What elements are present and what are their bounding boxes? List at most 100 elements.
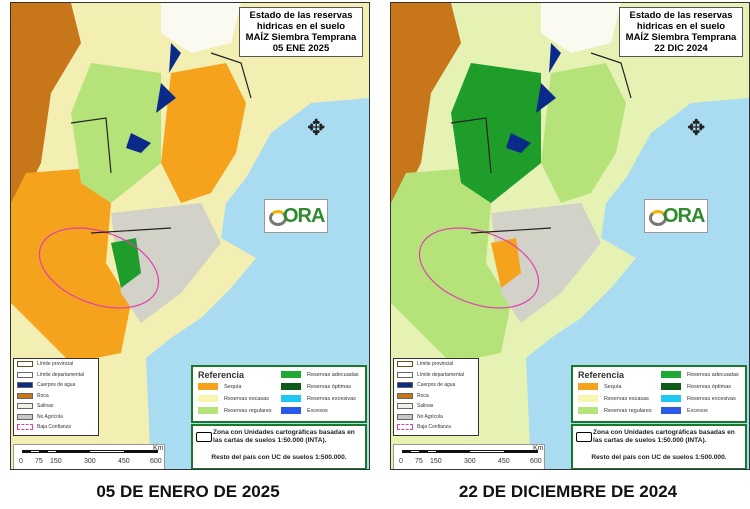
scale-tick: 75	[415, 458, 423, 465]
legend-swatch	[397, 382, 413, 389]
map-title: Estado de las reservas hidricas en el su…	[239, 7, 363, 57]
reference-swatch	[661, 371, 681, 378]
reference-legend: Referencia Sequía Reservas escasas Reser…	[191, 365, 367, 423]
east-zone	[541, 63, 626, 203]
legend-swatch	[397, 392, 413, 399]
west-zone	[11, 168, 131, 363]
legend-swatch	[397, 424, 413, 431]
legend-label: Baja Confianza	[417, 424, 451, 431]
scale-tick: 450	[118, 458, 130, 465]
legend-swatch	[17, 392, 33, 399]
reference-label: Reservas óptimas	[687, 383, 732, 390]
reference-item: Sequía	[198, 383, 241, 390]
legend-item: Límite provincial	[394, 359, 478, 370]
zone-note: Zona con Unidades cartográficas basadas …	[191, 424, 367, 469]
scale-tick: 300	[84, 458, 96, 465]
reference-item: Reservas excesivas	[281, 395, 356, 402]
map-canvas	[11, 3, 369, 469]
reference-item: Reservas excesivas	[661, 395, 736, 402]
legend-swatch	[17, 371, 33, 378]
ora-logo: ORA	[264, 199, 328, 233]
title-line: Estado de las reservas	[249, 10, 353, 21]
reference-swatch	[281, 371, 301, 378]
reference-swatch	[281, 407, 301, 414]
legend-label: Límite provincial	[417, 361, 454, 368]
reference-swatch	[198, 383, 218, 390]
legend-label: Límite departamental	[37, 371, 84, 378]
pampas-zone	[491, 203, 601, 323]
map-panel: Estado de las reservas hidricas en el su…	[10, 2, 370, 470]
reference-legend: Referencia Sequía Reservas escasas Reser…	[571, 365, 747, 423]
legend-item: No Agrícola	[14, 412, 98, 423]
reference-label: Sequía	[604, 383, 622, 390]
reference-swatch	[578, 383, 598, 390]
scale-tick: 150	[50, 458, 62, 465]
reference-label: Sequía	[224, 383, 242, 390]
legend-swatch	[397, 403, 413, 410]
reference-label: Reservas adecuadas	[687, 371, 739, 378]
legend-item: Cuerpos de agua	[14, 380, 98, 391]
reference-label: Reservas excesivas	[687, 395, 736, 402]
reference-swatch	[281, 383, 301, 390]
legend-label: Baja Confianza	[37, 424, 71, 431]
rock-region	[391, 3, 461, 213]
legend-item: Cuerpos de agua	[394, 380, 478, 391]
legend-label: Salinas	[37, 403, 54, 410]
scale-tick: 600	[530, 458, 542, 465]
reference-label: Reservas adecuadas	[307, 371, 359, 378]
water-body	[506, 133, 531, 153]
legend-label: No Agrícola	[37, 413, 63, 420]
scale-bar: Km 0 75 150 300 450 600	[13, 444, 165, 469]
zone-note: Zona con Unidades cartográficas basadas …	[571, 424, 747, 469]
reference-title: Referencia	[198, 370, 245, 380]
legend-item: Baja Confianza	[14, 422, 98, 433]
zone-rest-text: Resto del país con UC de suelos 1:500.00…	[591, 454, 727, 461]
reference-swatch	[198, 407, 218, 414]
reference-label: Reservas escasas	[604, 395, 649, 402]
legend-swatch	[397, 413, 413, 420]
low-confidence-outline	[418, 227, 540, 309]
reference-item: Excesos	[281, 407, 328, 414]
north-zone	[71, 63, 161, 203]
legend-swatch	[17, 361, 33, 368]
title-line: hidricas en el suelo	[256, 21, 346, 32]
west-zone	[391, 168, 511, 363]
reference-swatch	[661, 395, 681, 402]
water-body	[126, 133, 151, 153]
legend-label: No Agrícola	[417, 413, 443, 420]
reference-item: Reservas escasas	[578, 395, 649, 402]
reference-swatch	[281, 395, 301, 402]
map-panel: Estado de las reservas hidricas en el su…	[390, 2, 750, 470]
reference-label: Reservas regulares	[604, 407, 652, 414]
zone-text: Zona con Unidades cartográficas basadas …	[593, 429, 735, 444]
reference-item: Sequía	[578, 383, 621, 390]
legend-label: Salinas	[417, 403, 434, 410]
scale-bar-graphic	[402, 450, 538, 453]
legend-item: Baja Confianza	[394, 422, 478, 433]
legend-swatch	[17, 403, 33, 410]
legend-swatch	[397, 361, 413, 368]
ora-logo: ORA	[644, 199, 708, 233]
legend-item: Límite departamental	[394, 370, 478, 381]
scale-tick: 0	[399, 458, 403, 465]
legend-item: Salinas	[14, 401, 98, 412]
sun-icon	[649, 210, 667, 226]
reference-title: Referencia	[578, 370, 625, 380]
reference-swatch	[198, 395, 218, 402]
legend-item: Límite provincial	[14, 359, 98, 370]
salinas-region	[541, 3, 621, 53]
map-caption: 22 DE DICIEMBRE DE 2024	[458, 482, 678, 501]
map-caption: 05 DE ENERO DE 2025	[96, 482, 280, 501]
green-patch	[491, 238, 521, 288]
reference-item: Reservas escasas	[198, 395, 269, 402]
scale-tick: 300	[464, 458, 476, 465]
legend-swatch	[17, 413, 33, 420]
scale-tick: 0	[19, 458, 23, 465]
zone-rest-text: Resto del país con UC de suelos 1:500.00…	[211, 454, 347, 461]
reference-swatch	[661, 407, 681, 414]
scale-tick: 600	[150, 458, 162, 465]
scale-tick: 75	[35, 458, 43, 465]
map-date: 22 DIC 2024	[654, 43, 708, 54]
compass-rose-icon: ✥	[687, 115, 706, 140]
legend-item: No Agrícola	[394, 412, 478, 423]
